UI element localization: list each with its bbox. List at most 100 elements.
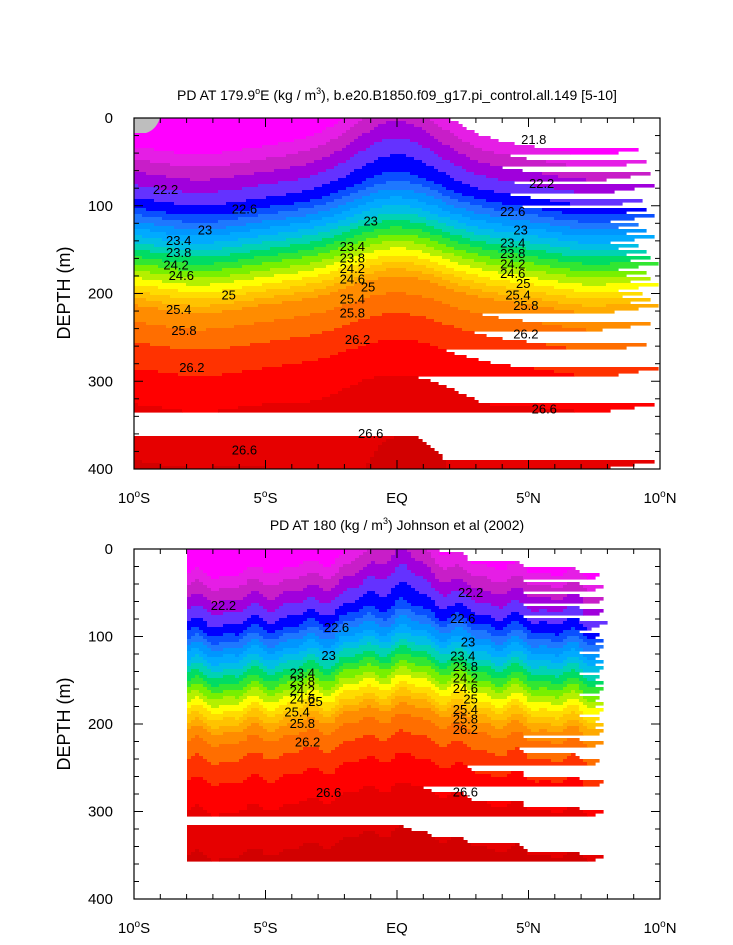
contour-band-cell <box>203 684 212 688</box>
contour-band-cell <box>583 639 604 643</box>
contour-band-cell <box>342 196 363 200</box>
contour-band-cell <box>575 648 584 652</box>
contour-band-cell <box>294 316 371 320</box>
contour-band-cell <box>451 651 468 655</box>
contour-band-cell <box>583 675 600 679</box>
contour-band-cell <box>467 726 496 730</box>
contour-band-cell <box>495 627 504 631</box>
contour-band-cell <box>259 675 284 679</box>
contour-band-cell <box>191 756 204 760</box>
contour-band-cell <box>219 663 248 667</box>
contour-label: 25 <box>516 276 530 291</box>
contour-band-cell <box>306 136 339 140</box>
contour-band-cell <box>359 759 380 763</box>
contour-band-cell <box>219 813 588 817</box>
contour-band-cell <box>322 238 347 242</box>
contour-band-cell <box>366 217 427 221</box>
contour-band-cell <box>134 364 283 368</box>
contour-band-cell <box>247 663 264 667</box>
contour-band-cell <box>438 262 459 266</box>
contour-band-cell <box>478 187 555 191</box>
contour-band-cell <box>435 699 452 703</box>
contour-band-cell <box>339 678 364 682</box>
contour-band-cell <box>314 160 347 164</box>
contour-band-cell <box>350 271 375 275</box>
contour-band-cell <box>187 678 192 682</box>
contour-band-cell <box>267 708 276 712</box>
contour-band-cell <box>278 142 327 146</box>
contour-band-cell <box>482 148 551 152</box>
contour-band-cell <box>455 627 464 631</box>
contour-band-cell <box>286 217 323 221</box>
contour-band-cell <box>375 651 392 655</box>
contour-band-cell <box>430 232 451 236</box>
contour-band-cell <box>191 606 204 610</box>
contour-band-cell <box>187 660 208 664</box>
contour-band-cell <box>243 570 264 574</box>
contour-band-cell <box>395 756 416 760</box>
contour-band-cell <box>475 657 512 661</box>
contour-band-cell <box>187 855 208 859</box>
contour-band-cell <box>391 735 428 739</box>
contour-band-cell <box>187 762 212 766</box>
contour-band-cell <box>487 714 512 718</box>
contour-band-cell <box>483 588 512 592</box>
contour-band-cell <box>207 723 240 727</box>
contour-band-cell <box>427 735 492 739</box>
contour-band-cell <box>442 277 463 281</box>
contour-band-cell <box>359 597 400 601</box>
contour-band-cell <box>379 666 392 670</box>
contour-band-cell <box>187 549 348 553</box>
contour-band-cell <box>478 295 519 299</box>
contour-band-cell <box>134 274 171 278</box>
contour-band-cell <box>262 262 311 266</box>
contour-band-cell <box>527 720 568 724</box>
contour-band-cell <box>527 852 568 856</box>
contour-band-cell <box>331 708 340 712</box>
contour-band-cell <box>539 729 548 733</box>
contour-band-cell <box>343 690 396 694</box>
contour-band-cell <box>435 648 456 652</box>
contour-band-cell <box>390 226 403 230</box>
contour-band-cell <box>411 690 436 694</box>
contour-band-cell <box>298 208 331 212</box>
contour-band-cell <box>390 247 407 251</box>
contour-band-cell <box>507 639 524 643</box>
contour-band-cell <box>507 753 528 757</box>
contour-band-cell <box>375 591 392 595</box>
contour-band-cell <box>470 157 527 161</box>
contour-band-cell <box>463 642 472 646</box>
contour-band-cell <box>267 645 276 649</box>
contour-band-cell <box>134 370 159 374</box>
contour-band-cell <box>307 618 316 622</box>
contour-band-cell <box>187 753 196 757</box>
contour-band-cell <box>358 136 435 140</box>
contour-band-cell <box>335 696 356 700</box>
contour-band-cell <box>362 166 435 170</box>
contour-band-cell <box>527 657 568 661</box>
contour-band-cell <box>191 657 204 661</box>
contour-band-cell <box>250 250 299 254</box>
contour-band-cell <box>370 145 423 149</box>
contour-band-cell <box>358 220 383 224</box>
contour-band-cell <box>247 654 260 658</box>
contour-band-cell <box>342 304 451 308</box>
contour-band-cell <box>211 612 224 616</box>
contour-band-cell <box>299 687 324 691</box>
contour-band-cell <box>587 726 596 730</box>
contour-band-cell <box>290 337 503 341</box>
contour-band-cell <box>343 837 436 841</box>
contour-band-cell <box>138 403 263 407</box>
contour-label: 22.6 <box>324 620 349 635</box>
contour-band-cell <box>563 759 584 763</box>
contour-band-cell <box>263 582 280 586</box>
contour-band-cell <box>134 187 159 191</box>
contour-band-cell <box>359 555 392 559</box>
contour-band-cell <box>487 846 512 850</box>
contour-band-cell <box>490 403 655 407</box>
contour-band-cell <box>275 597 308 601</box>
contour-band-cell <box>531 672 564 676</box>
contour-band-cell <box>134 436 395 440</box>
contour-band-cell <box>350 322 443 326</box>
contour-band-cell <box>423 576 436 580</box>
